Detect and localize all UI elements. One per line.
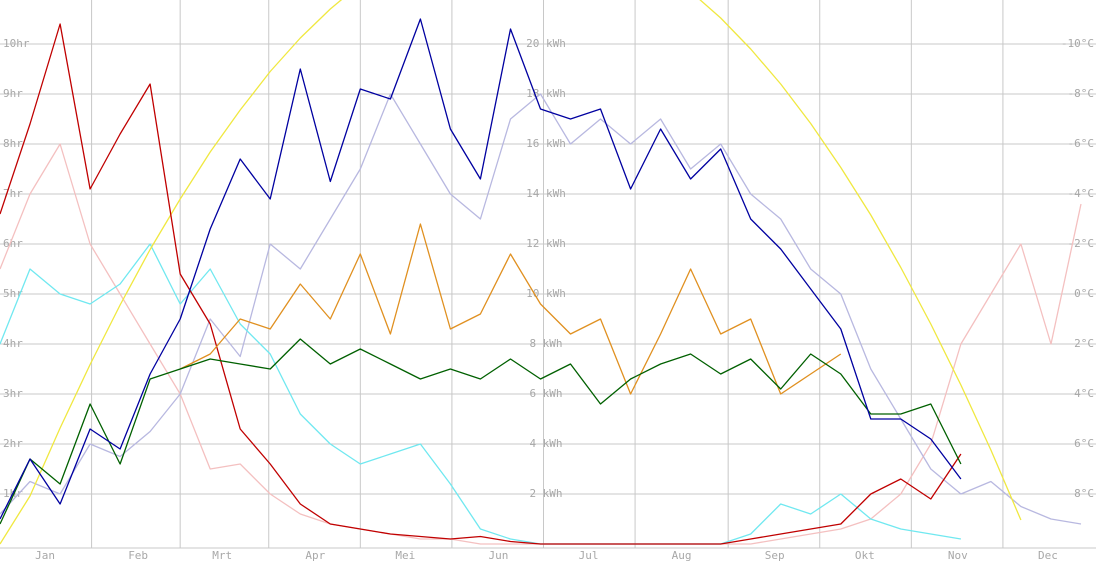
x-tick-label: Okt: [855, 549, 875, 562]
x-tick-label: Apr: [305, 549, 325, 562]
y2-tick-label: -6°C: [1068, 137, 1095, 150]
y3-tick-label: 20 kWh: [526, 37, 566, 50]
y2-tick-label: 2°C: [1074, 337, 1094, 350]
y-tick-label: 7hr: [3, 187, 23, 200]
x-tick-label: Mei: [395, 549, 415, 562]
x-tick-label: Nov: [948, 549, 968, 562]
y-tick-label: 8hr: [3, 137, 23, 150]
y3-tick-label: 16 kWh: [526, 137, 566, 150]
y2-tick-label: 8°C: [1074, 487, 1094, 500]
y2-tick-label: -10°C: [1061, 37, 1094, 50]
y2-tick-label: 4°C: [1074, 387, 1094, 400]
y-tick-label: 4hr: [3, 337, 23, 350]
y2-tick-label: -2°C: [1068, 237, 1095, 250]
series-line: [0, 338, 962, 525]
y-tick-label: 5hr: [3, 287, 23, 300]
x-tick-label: Aug: [672, 549, 692, 562]
y2-tick-label: 6°C: [1074, 437, 1094, 450]
series-line: [0, 0, 1022, 545]
series-line: [0, 18, 962, 520]
y-tick-label: 10hr: [3, 37, 30, 50]
x-tick-label: Jan: [35, 549, 55, 562]
y3-tick-label: 2 kWh: [529, 487, 562, 500]
y3-tick-label: 12 kWh: [526, 237, 566, 250]
y2-tick-label: 0°C: [1074, 287, 1094, 300]
x-tick-label: Jun: [489, 549, 509, 562]
x-tick-label: Mrt: [212, 549, 232, 562]
y3-tick-label: 6 kWh: [529, 387, 562, 400]
y3-tick-label: 8 kWh: [529, 337, 562, 350]
y-tick-label: 3hr: [3, 387, 23, 400]
y-tick-label: 6hr: [3, 237, 23, 250]
y-tick-label: 2hr: [3, 437, 23, 450]
y3-tick-label: 14 kWh: [526, 187, 566, 200]
series-line: [0, 23, 962, 545]
y2-tick-label: -8°C: [1068, 87, 1095, 100]
y-tick-label: 9hr: [3, 87, 23, 100]
series-line: [0, 243, 962, 545]
x-tick-label: Feb: [128, 549, 148, 562]
y3-tick-label: 4 kWh: [529, 437, 562, 450]
x-tick-label: Sep: [765, 549, 785, 562]
series-line: [179, 223, 842, 395]
x-tick-label: Jul: [579, 549, 599, 562]
y2-tick-label: -4°C: [1068, 187, 1095, 200]
y3-tick-label: 18 kWh: [526, 87, 566, 100]
x-tick-label: Dec: [1038, 549, 1058, 562]
